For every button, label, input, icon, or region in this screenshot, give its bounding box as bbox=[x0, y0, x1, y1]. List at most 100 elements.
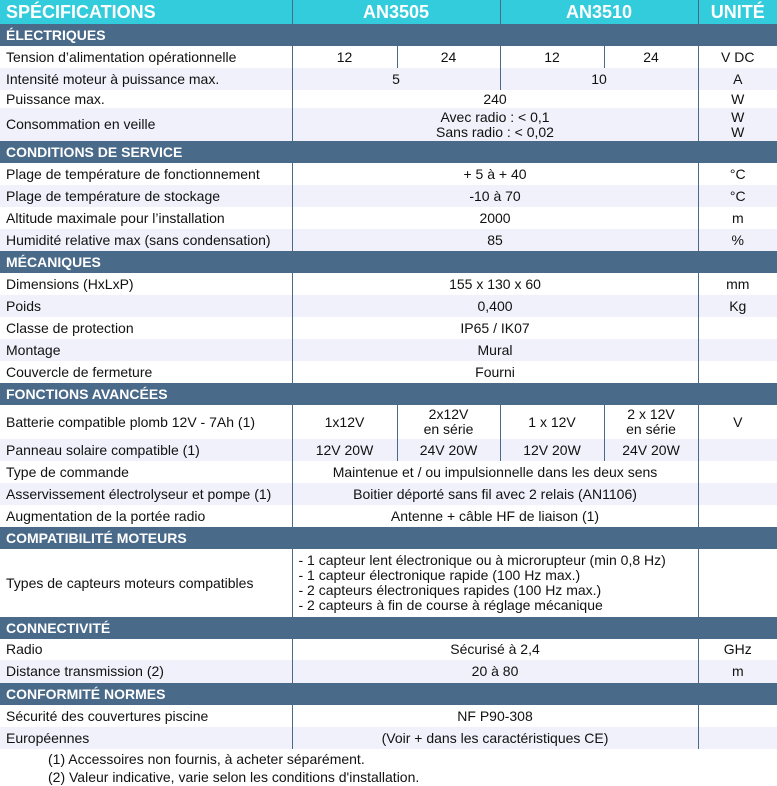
header-an3505: AN3505 bbox=[291, 0, 501, 24]
row-label: Augmentation de la portée radio bbox=[6, 507, 206, 524]
table-row: Tension d’alimentation opérationnelle 12 2… bbox=[0, 46, 777, 68]
value-cell: + 5 à + 40 bbox=[291, 163, 699, 185]
value-cell: 2000 bbox=[291, 207, 699, 229]
section-header: CONNECTIVITÉ bbox=[0, 617, 777, 639]
value-cell: NF P90-308 bbox=[291, 705, 699, 727]
list-item: - 1 capteur électronique rapide (100 Hz … bbox=[298, 567, 581, 583]
list-item: - 2 capteurs électroniques rapides (100 … bbox=[298, 582, 602, 598]
row-label: Européennes bbox=[0, 727, 292, 749]
value-cell: 12 bbox=[499, 46, 605, 68]
value-cell: -10 à 70 bbox=[291, 185, 699, 207]
unit-cell bbox=[697, 461, 777, 483]
table-row: Batterie compatible plomb 12V - 7Ah (1) 1… bbox=[0, 405, 777, 439]
value-list: - 1 capteur lent électronique ou à micro… bbox=[291, 549, 699, 617]
value-cell: Fourni bbox=[291, 361, 699, 383]
row-label: Couvercle de fermeture bbox=[6, 363, 153, 380]
value-cell: 85 bbox=[291, 229, 699, 251]
value-cell: 24V 20W bbox=[603, 439, 699, 461]
spec-table: SPÉCIFICATIONS AN3505 AN3510 UNITÉ ÉLECT… bbox=[0, 0, 777, 749]
table-row: Sécurité des couvertures piscine NF P90-3… bbox=[0, 705, 777, 727]
section-header: ÉLECTRIQUES bbox=[0, 24, 777, 46]
value-cell: 2x12V en série bbox=[396, 405, 501, 439]
table-row: Radio Sécurisé à 2,4 GHz bbox=[0, 639, 777, 660]
value-an3505: 5 bbox=[291, 68, 501, 90]
table-row: Type de commande Maintenue et / ou impuls… bbox=[0, 461, 777, 483]
table-row: Intensité moteur à puissance max. 5 10 A bbox=[0, 68, 777, 90]
row-label: Sécurité des couvertures piscine bbox=[6, 707, 209, 724]
value-cell: Avec radio : < 0,1 Sans radio : < 0,02 bbox=[291, 108, 699, 141]
value-cell: 12 bbox=[291, 46, 397, 68]
table-row: Puissance max. 240 W bbox=[0, 90, 777, 108]
row-label: Humidité relative max (sans condensation… bbox=[0, 229, 292, 251]
value-cell: 1x12V bbox=[291, 405, 397, 439]
value-cell: 12V 20W bbox=[291, 439, 397, 461]
row-label: Distance transmission (2) bbox=[0, 660, 292, 683]
row-label: Classe de protection bbox=[6, 319, 134, 336]
footnote: (1) Accessoires non fournis, à acheter s… bbox=[48, 751, 365, 767]
row-label: Panneau solaire compatible (1) bbox=[0, 439, 292, 461]
unit-cell: V DC bbox=[697, 46, 777, 68]
section-header: MÉCANIQUES bbox=[0, 251, 777, 273]
value-cell: Mural bbox=[291, 339, 699, 361]
section-title: MÉCANIQUES bbox=[0, 251, 777, 273]
unit-cell: W W bbox=[697, 108, 777, 141]
unit-cell bbox=[697, 439, 777, 461]
section-header: FONCTIONS AVANCÉES bbox=[0, 383, 777, 405]
value-cell: 2 x 12V en série bbox=[603, 405, 699, 439]
footnote: (2) Valeur indicative, varie selon les c… bbox=[48, 769, 420, 785]
table-row: Couvercle de fermeture Fourni bbox=[0, 361, 777, 383]
section-title: CONNECTIVITÉ bbox=[0, 617, 777, 639]
row-label: Type de commande bbox=[6, 463, 129, 480]
list-item: - 2 capteurs à fin de course à réglage m… bbox=[298, 597, 603, 613]
value-cell: 24 bbox=[603, 46, 699, 68]
header-an3510: AN3510 bbox=[499, 0, 699, 24]
table-header: SPÉCIFICATIONS AN3505 AN3510 UNITÉ bbox=[0, 0, 777, 24]
table-row: Panneau solaire compatible (1) 12V 20W 24V… bbox=[0, 439, 777, 461]
row-label: Consommation en veille bbox=[0, 108, 292, 141]
value-cell: Boitier déporté sans fil avec 2 relais (… bbox=[291, 483, 699, 505]
value-cell: 24V 20W bbox=[396, 439, 501, 461]
unit-cell: GHz bbox=[697, 639, 777, 660]
header-unit: UNITÉ bbox=[697, 0, 777, 24]
table-row: Dimensions (HxLxP) 155 x 130 x 60 mm bbox=[0, 273, 777, 295]
row-label: Intensité moteur à puissance max. bbox=[0, 68, 292, 90]
unit-cell bbox=[697, 549, 777, 617]
table-row: Plage de température de fonctionnement + … bbox=[0, 163, 777, 185]
table-row: Humidité relative max (sans condensation… bbox=[0, 229, 777, 251]
unit-cell bbox=[697, 505, 777, 527]
list-item: - 1 capteur lent électronique ou à micro… bbox=[298, 552, 666, 568]
unit-cell bbox=[697, 361, 777, 383]
table-row: Européennes (Voir + dans les caractéristi… bbox=[0, 727, 777, 749]
value-cell: Sécurisé à 2,4 bbox=[291, 639, 699, 660]
table-row: Montage Mural bbox=[0, 339, 777, 361]
value-cell: 24 bbox=[396, 46, 501, 68]
row-label: Radio bbox=[6, 641, 43, 657]
value-cell: 20 à 80 bbox=[291, 660, 699, 683]
unit-cell: m bbox=[697, 207, 777, 229]
unit-cell: Kg bbox=[697, 295, 777, 317]
table-row: Classe de protection IP65 / IK07 bbox=[0, 317, 777, 339]
section-header: CONFORMITÉ NORMES bbox=[0, 683, 777, 705]
unit-cell bbox=[697, 483, 777, 505]
unit-cell bbox=[697, 705, 777, 727]
section-header: COMPATIBILITÉ MOTEURS bbox=[0, 527, 777, 549]
row-label: Poids bbox=[0, 295, 292, 317]
value-an3510: 10 bbox=[499, 68, 699, 90]
table-row: Asservissement électrolyseur et pompe (1… bbox=[0, 483, 777, 505]
unit-cell: V bbox=[697, 405, 777, 439]
unit-cell bbox=[697, 727, 777, 749]
value-cell: IP65 / IK07 bbox=[291, 317, 699, 339]
value-cell: (Voir + dans les caractéristiques CE) bbox=[291, 727, 699, 749]
table-row: Altitude maximale pour l’installation 200… bbox=[0, 207, 777, 229]
section-title: CONDITIONS DE SERVICE bbox=[0, 141, 777, 163]
value-cell: 1 x 12V bbox=[499, 405, 605, 439]
section-title: CONFORMITÉ NORMES bbox=[0, 683, 777, 705]
row-label: Plage de température de stockage bbox=[0, 185, 292, 207]
row-label: Puissance max. bbox=[6, 90, 105, 107]
unit-cell: A bbox=[697, 68, 777, 90]
row-label: Dimensions (HxLxP) bbox=[6, 275, 134, 292]
value-cell: Antenne + câble HF de liaison (1) bbox=[291, 505, 699, 527]
unit-cell bbox=[697, 317, 777, 339]
unit-cell: °C bbox=[697, 163, 777, 185]
